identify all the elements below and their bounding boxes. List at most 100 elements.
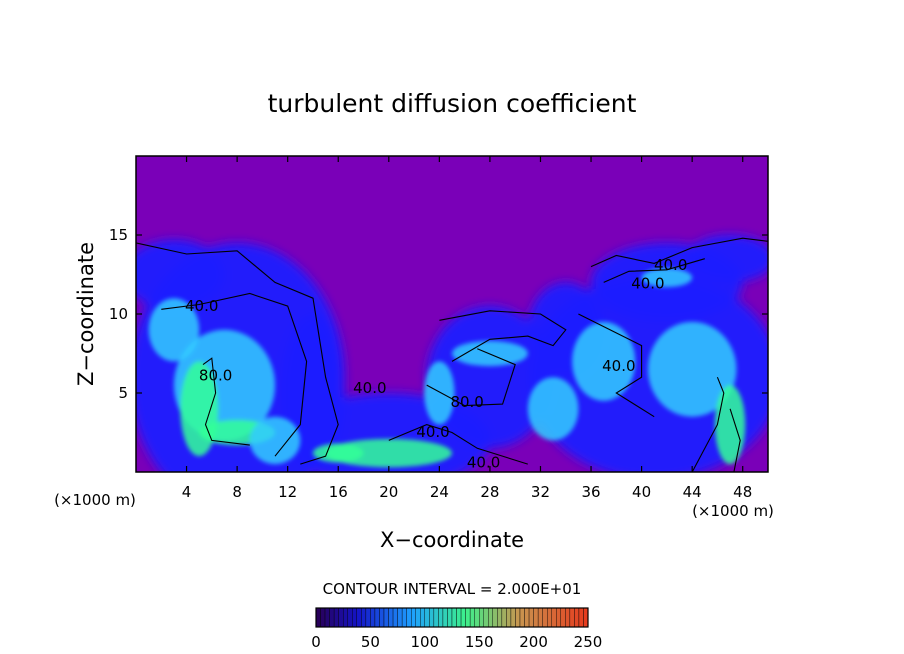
contour-line-7 xyxy=(691,376,725,472)
colorbar-cell-24 xyxy=(424,607,430,628)
colorbar-tick-label-2: 100 xyxy=(410,633,439,651)
contour-line-10 xyxy=(590,237,768,268)
colorbar-ticks: 0 50 100 150 200 250 xyxy=(311,633,602,651)
x-tick-label-8: 36 xyxy=(581,483,600,501)
contour-interval: CONTOUR INTERVAL = 2.000E+01 xyxy=(323,580,582,598)
colorbar-cell-27 xyxy=(438,607,444,628)
contour-labels: 40.080.040.040.040.080.040.040.040.0 xyxy=(185,256,687,472)
contour-label-7: 40.0 xyxy=(631,275,664,293)
colorbar-cell-6 xyxy=(343,607,348,628)
colorbar-cell-20 xyxy=(406,607,412,628)
colorbar-cell-3 xyxy=(329,607,335,628)
colorbar xyxy=(315,607,589,628)
core-3 xyxy=(325,438,452,468)
contour-label-2: 40.0 xyxy=(353,379,386,397)
colorbar-cell-25 xyxy=(429,607,435,628)
contour-label-5: 80.0 xyxy=(450,393,483,411)
chart-title: turbulent diffusion coefficient xyxy=(268,89,637,118)
colorbar-cell-21 xyxy=(411,607,416,628)
colorbar-cell-0 xyxy=(315,607,321,628)
x-tick-label-1: 8 xyxy=(232,483,242,501)
x-tick-label-2: 12 xyxy=(278,483,297,501)
core-12 xyxy=(527,377,579,441)
colorbar-cell-16 xyxy=(388,607,394,628)
colorbar-cell-4 xyxy=(333,607,339,628)
colorbar-cell-19 xyxy=(401,607,407,628)
colorbar-cell-15 xyxy=(383,607,389,628)
colorbar-cell-31 xyxy=(456,607,462,628)
x-tick-label-9: 40 xyxy=(632,483,651,501)
colorbar-cell-50 xyxy=(542,607,548,628)
colorbar-cell-52 xyxy=(551,607,557,628)
core-8 xyxy=(647,321,737,417)
colorbar-cell-41 xyxy=(501,607,507,628)
y-axis-label: Z−coordinate xyxy=(74,242,98,386)
colorbar-cell-46 xyxy=(524,607,530,628)
colorbar-cell-23 xyxy=(420,607,425,628)
colorbar-cell-56 xyxy=(569,607,575,628)
region-1 xyxy=(136,239,225,310)
x-axis: 4 8 12 16 20 24 28 32 36 40 44 48 xyxy=(182,156,752,501)
colorbar-cell-55 xyxy=(565,607,571,628)
y-tick-label-1: 10 xyxy=(109,305,128,323)
core-11 xyxy=(249,416,301,465)
heatmap-field: 40.080.040.040.040.080.040.040.040.0 xyxy=(136,156,768,472)
colorbar-tick-label-1: 50 xyxy=(361,633,380,651)
colorbar-cell-38 xyxy=(488,607,493,628)
contour-label-4: 40.0 xyxy=(467,453,500,471)
contour-line-3 xyxy=(439,310,567,362)
contour-label-3: 40.0 xyxy=(416,423,449,441)
core-4 xyxy=(312,443,364,463)
contour-label-8: 40.0 xyxy=(602,357,635,375)
colorbar-cell-34 xyxy=(469,607,475,628)
contour-line-9 xyxy=(388,424,528,465)
colorbar-cell-28 xyxy=(442,607,448,628)
colorbar-cell-40 xyxy=(497,607,503,628)
colorbar-cell-58 xyxy=(578,607,584,628)
colorbar-cell-14 xyxy=(379,607,385,628)
turbulence-cores xyxy=(148,268,746,468)
x-tick-label-5: 24 xyxy=(430,483,449,501)
x-tick-label-7: 32 xyxy=(531,483,550,501)
colorbar-cell-32 xyxy=(460,607,466,628)
contour-line-8 xyxy=(729,408,741,472)
contour-line-4 xyxy=(426,348,516,407)
colorbar-cell-37 xyxy=(483,607,489,628)
contour-line-6 xyxy=(578,313,655,418)
contour-line-0 xyxy=(136,242,339,465)
core-9 xyxy=(714,385,746,465)
colorbar-cell-1 xyxy=(320,607,326,628)
colorbar-cell-42 xyxy=(506,607,512,628)
contour-line-2 xyxy=(202,357,250,446)
core-10 xyxy=(641,268,693,288)
colorbar-cell-36 xyxy=(479,607,484,628)
y-tick-label-2: 15 xyxy=(109,226,128,244)
colorbar-cell-18 xyxy=(397,607,403,628)
colorbar-cell-35 xyxy=(474,607,480,628)
colorbar-cell-53 xyxy=(556,607,561,628)
colorbar-frame xyxy=(315,607,589,628)
colorbar-cell-51 xyxy=(547,607,552,628)
colorbar-cell-22 xyxy=(415,607,421,628)
colorbar-cell-8 xyxy=(352,607,357,628)
contour-label-1: 80.0 xyxy=(199,366,232,384)
x-tick-label-0: 4 xyxy=(182,483,192,501)
x-tick-label-4: 20 xyxy=(379,483,398,501)
x-tick-label-10: 44 xyxy=(683,483,702,501)
colorbar-cell-33 xyxy=(465,607,471,628)
region-3 xyxy=(426,306,554,449)
colorbar-cell-39 xyxy=(492,607,498,628)
colorbar-cell-30 xyxy=(451,607,457,628)
colorbar-cell-57 xyxy=(574,607,580,628)
colorbar-cell-49 xyxy=(537,607,543,628)
contour-label-0: 40.0 xyxy=(185,297,218,315)
x-tick-label-3: 16 xyxy=(329,483,348,501)
colorbar-cell-9 xyxy=(356,607,362,628)
core-7 xyxy=(572,321,636,401)
y-tick-label-0: 5 xyxy=(118,384,128,402)
core-13 xyxy=(148,298,200,362)
colorbar-tick-label-5: 250 xyxy=(574,633,603,651)
contour-line-5 xyxy=(603,258,705,283)
colorbar-cell-48 xyxy=(533,607,539,628)
